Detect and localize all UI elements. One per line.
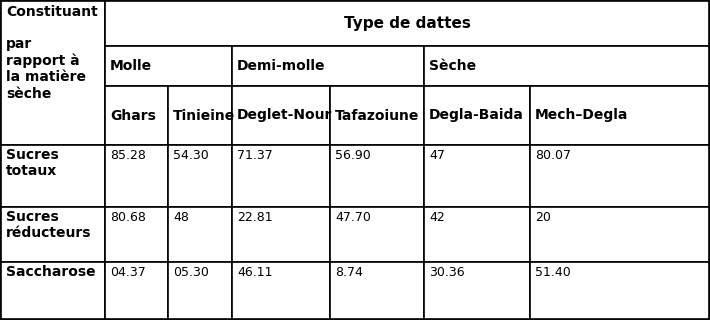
Text: 46.11: 46.11 (237, 266, 273, 279)
Text: Saccharose: Saccharose (6, 265, 96, 279)
Bar (424, 86, 530, 145)
Bar (530, 86, 709, 145)
Text: 71.37: 71.37 (237, 149, 273, 162)
Bar (530, 207, 709, 262)
Bar (168, 207, 232, 262)
Bar (330, 145, 424, 207)
Text: 48: 48 (173, 211, 189, 224)
Bar (105, 46, 232, 86)
Text: 47.70: 47.70 (335, 211, 371, 224)
Text: Mech–Degla: Mech–Degla (535, 108, 628, 123)
Text: 80.07: 80.07 (535, 149, 571, 162)
Bar (530, 145, 709, 207)
Bar (424, 262, 530, 319)
Text: Demi-molle: Demi-molle (237, 59, 325, 73)
Text: 47: 47 (429, 149, 445, 162)
Text: 04.37: 04.37 (110, 266, 146, 279)
Bar (232, 46, 424, 86)
Bar (1, 207, 105, 262)
Bar (424, 46, 709, 86)
Bar (232, 145, 330, 207)
Bar (232, 207, 330, 262)
Text: Tafazoiune: Tafazoiune (335, 108, 420, 123)
Text: 30.36: 30.36 (429, 266, 464, 279)
Bar (168, 262, 232, 319)
Text: Sucres
réducteurs: Sucres réducteurs (6, 210, 92, 240)
Text: 80.68: 80.68 (110, 211, 146, 224)
Text: 42: 42 (429, 211, 444, 224)
Text: 22.81: 22.81 (237, 211, 273, 224)
Text: 05.30: 05.30 (173, 266, 209, 279)
Bar (1, 145, 105, 207)
Bar (1, 262, 105, 319)
Text: 54.30: 54.30 (173, 149, 209, 162)
Bar (105, 86, 168, 145)
Text: Constituant

par
rapport à
la matière
sèche: Constituant par rapport à la matière sèc… (6, 5, 98, 100)
Text: Type de dattes: Type de dattes (344, 16, 471, 31)
Bar (424, 145, 530, 207)
Text: Ghars: Ghars (110, 108, 156, 123)
Bar (530, 262, 709, 319)
Bar (232, 86, 330, 145)
Bar (105, 262, 168, 319)
Bar (232, 262, 330, 319)
Text: 8.74: 8.74 (335, 266, 363, 279)
Bar (330, 207, 424, 262)
Text: Degla-Baida: Degla-Baida (429, 108, 524, 123)
Bar (330, 86, 424, 145)
Text: 56.90: 56.90 (335, 149, 371, 162)
Bar (105, 207, 168, 262)
Bar (168, 86, 232, 145)
Bar (105, 145, 168, 207)
Text: Deglet-Nour: Deglet-Nour (237, 108, 332, 123)
Bar (1, 1, 105, 145)
Bar (168, 145, 232, 207)
Bar (330, 262, 424, 319)
Text: 20: 20 (535, 211, 551, 224)
Text: 85.28: 85.28 (110, 149, 146, 162)
Text: Tinieine: Tinieine (173, 108, 235, 123)
Bar (424, 207, 530, 262)
Text: 51.40: 51.40 (535, 266, 571, 279)
Bar (105, 1, 709, 46)
Text: Sèche: Sèche (429, 59, 476, 73)
Text: Sucres
totaux: Sucres totaux (6, 148, 59, 178)
Text: Molle: Molle (110, 59, 152, 73)
